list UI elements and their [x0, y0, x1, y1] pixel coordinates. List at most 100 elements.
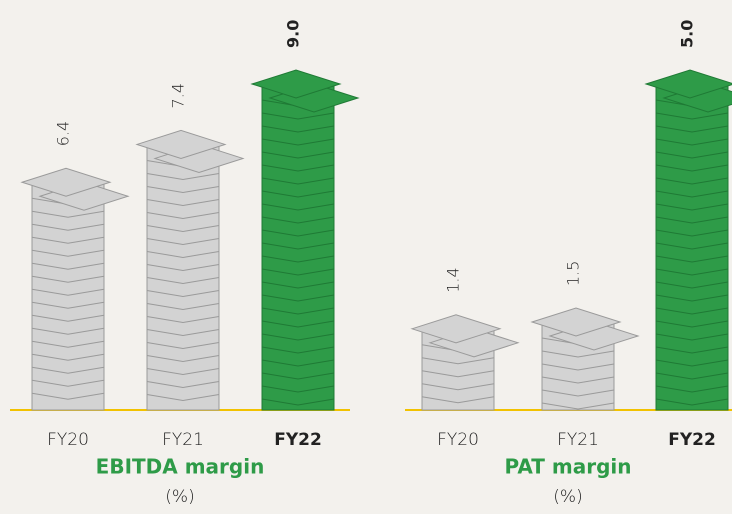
value-label: 5.0 — [678, 20, 697, 48]
bar-slab — [261, 294, 335, 302]
bar-slab — [146, 237, 220, 245]
bar-slab — [655, 255, 729, 263]
bar-slab — [261, 138, 335, 146]
bar-slab — [655, 333, 729, 341]
bar-slab — [655, 125, 729, 133]
bar-slab — [541, 363, 615, 371]
bar-slab — [31, 210, 105, 218]
x-tick-label: FY21 — [162, 430, 204, 450]
x-tick-label: FY22 — [274, 430, 322, 450]
bar-slab — [146, 289, 220, 297]
bar-slab — [541, 389, 615, 397]
bar-slab — [261, 385, 335, 393]
bar-slab — [655, 190, 729, 198]
x-tick-label: FY22 — [668, 430, 716, 450]
bar-slab — [146, 276, 220, 284]
bar-cap — [644, 69, 732, 99]
x-tick-label: FY20 — [437, 430, 479, 450]
bar-slab — [261, 268, 335, 276]
bar-cap — [250, 69, 342, 99]
chart-title: EBITDA margin — [96, 455, 265, 479]
bar-cap — [20, 167, 112, 197]
bar-slab — [31, 223, 105, 231]
chart-subtitle: (%) — [165, 487, 194, 507]
bar-slab — [655, 307, 729, 315]
bar-slab — [261, 398, 335, 406]
bar-slab — [31, 327, 105, 335]
bar-slab — [655, 346, 729, 354]
bar-slab — [261, 229, 335, 237]
bar-slab — [421, 396, 495, 404]
bar-slab — [31, 379, 105, 387]
value-label: 7.4 — [169, 83, 188, 108]
bar-slab — [655, 372, 729, 380]
bar-cap — [135, 129, 227, 159]
bar-slab — [261, 281, 335, 289]
bar — [261, 83, 335, 411]
bar-slab — [261, 359, 335, 367]
bar-slab — [655, 242, 729, 250]
bar-slab — [261, 255, 335, 263]
bar-slab — [261, 190, 335, 198]
bar-slab — [655, 398, 729, 406]
bar — [655, 83, 729, 411]
value-label: 9.0 — [284, 20, 303, 48]
bar-slab — [421, 370, 495, 378]
bar-slab — [655, 385, 729, 393]
bar-slab — [261, 125, 335, 133]
bar-slab — [146, 250, 220, 258]
bar-slab — [146, 393, 220, 401]
bar-slab — [541, 402, 615, 410]
bar-slab — [146, 302, 220, 310]
bar-slab — [655, 229, 729, 237]
bar-slab — [146, 380, 220, 388]
bar-slab — [31, 366, 105, 374]
bar-slab — [655, 359, 729, 367]
bar-slab — [146, 328, 220, 336]
x-tick-label: FY21 — [557, 430, 599, 450]
bar-cap — [410, 314, 502, 344]
bar-slab — [31, 236, 105, 244]
bar-slab — [146, 211, 220, 219]
bar-slab — [146, 341, 220, 349]
value-label: 1.5 — [564, 261, 583, 286]
bar-slab — [655, 294, 729, 302]
bar-cap — [530, 307, 622, 337]
bar-slab — [261, 151, 335, 159]
bar-slab — [261, 307, 335, 315]
bar — [31, 181, 105, 411]
bar-slab — [655, 203, 729, 211]
x-tick-label: FY20 — [47, 430, 89, 450]
bar-slab — [146, 185, 220, 193]
bar-slab — [541, 350, 615, 358]
bar-slab — [261, 203, 335, 211]
bar-slab — [31, 392, 105, 400]
bar-slab — [655, 281, 729, 289]
bar-slab — [146, 172, 220, 180]
bar-slab — [31, 314, 105, 322]
chart-subtitle: (%) — [553, 487, 582, 507]
bar-slab — [655, 164, 729, 172]
bar-slab — [146, 367, 220, 375]
bar-slab — [655, 177, 729, 185]
value-label: 1.4 — [444, 267, 463, 292]
bar-slab — [31, 340, 105, 348]
bar-slab — [421, 357, 495, 365]
bar-slab — [146, 354, 220, 362]
bar-slab — [261, 177, 335, 185]
bar-slab — [261, 333, 335, 341]
bar-slab — [31, 262, 105, 270]
bar-slab — [655, 151, 729, 159]
bar-slab — [146, 315, 220, 323]
bar-slab — [146, 198, 220, 206]
bar-slab — [31, 353, 105, 361]
bar-slab — [655, 216, 729, 224]
chart-title: PAT margin — [505, 455, 632, 479]
bar-slab — [541, 376, 615, 384]
bar-slab — [261, 372, 335, 380]
bar-slab — [31, 288, 105, 296]
bar-slab — [146, 263, 220, 271]
bar-slab — [655, 112, 729, 120]
bar-slab — [261, 320, 335, 328]
